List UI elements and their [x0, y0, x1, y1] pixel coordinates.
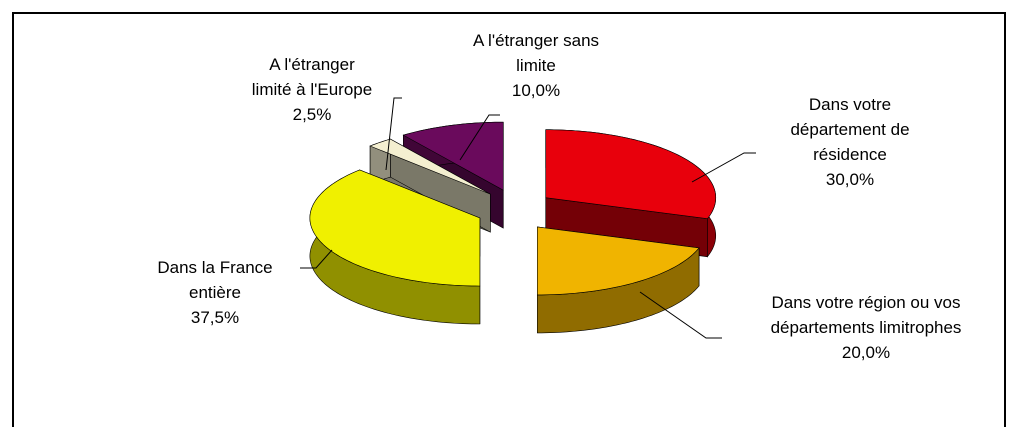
leader-line — [639, 291, 722, 339]
data-label: Dans la France entière 37,5% — [125, 255, 305, 330]
leader-line — [459, 114, 500, 161]
chart-frame — [12, 12, 1006, 427]
category-label: Dans votre région ou vos départements li… — [770, 293, 962, 337]
value-label: 10,0% — [511, 81, 561, 100]
value-label: 2,5% — [292, 105, 332, 124]
category-label: A l'étranger limité à l'Europe — [251, 55, 373, 99]
data-label: A l'étranger sans limite 10,0% — [436, 28, 636, 103]
leader-line — [691, 152, 756, 183]
data-label: Dans votre région ou vos départements li… — [716, 290, 1010, 365]
category-label: Dans la France entière — [157, 258, 273, 302]
slice — [402, 121, 504, 191]
value-label: 37,5% — [190, 308, 240, 327]
data-label: A l'étranger limité à l'Europe 2,5% — [212, 52, 412, 127]
slice — [369, 138, 491, 195]
leader-line — [385, 97, 402, 171]
category-label: Dans votre département de résidence — [790, 95, 910, 164]
data-label: Dans votre département de résidence 30,0% — [775, 92, 925, 192]
category-label: A l'étranger sans limite — [472, 31, 600, 75]
value-label: 30,0% — [825, 170, 875, 189]
value-label: 20,0% — [841, 343, 891, 362]
slice — [545, 129, 717, 220]
slice — [309, 169, 481, 287]
leader-line — [300, 249, 333, 269]
slice — [537, 226, 700, 296]
